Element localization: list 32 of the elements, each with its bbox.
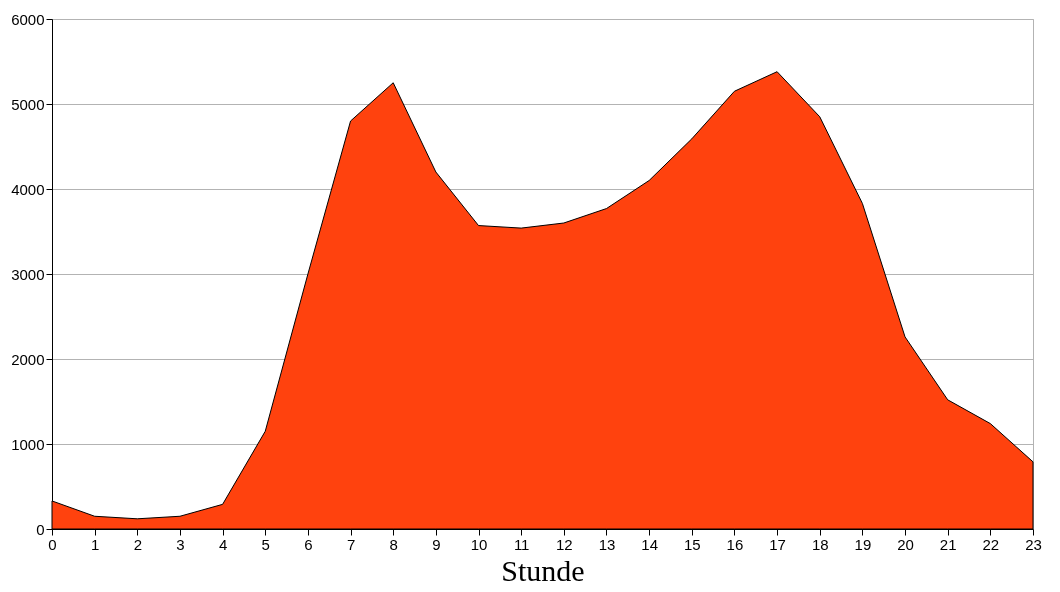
x-tick-label: 2 bbox=[133, 535, 142, 553]
x-tick-label: 22 bbox=[982, 535, 1000, 553]
y-tick-label: 2000 bbox=[11, 350, 45, 368]
x-tick-label: 16 bbox=[726, 535, 744, 553]
x-tick-label: 10 bbox=[470, 535, 488, 553]
x-tick-label: 4 bbox=[218, 535, 228, 553]
y-tick-label: 3000 bbox=[11, 265, 45, 283]
x-tick-label: 14 bbox=[641, 535, 658, 553]
x-tick-label: 9 bbox=[432, 535, 441, 553]
x-tick-label: 6 bbox=[304, 535, 313, 553]
x-tick-label: 18 bbox=[811, 535, 829, 553]
x-tick-label: 13 bbox=[598, 535, 616, 553]
x-tick-label: 8 bbox=[389, 535, 398, 553]
x-axis-title: Stunde bbox=[501, 553, 585, 587]
x-tick-label: 1 bbox=[90, 535, 100, 553]
y-tick-label: 1000 bbox=[11, 435, 45, 453]
x-tick-label: 11 bbox=[513, 535, 530, 553]
x-tick-label: 7 bbox=[346, 535, 356, 553]
x-tick-label: 0 bbox=[48, 535, 57, 553]
x-tick-label: 19 bbox=[854, 535, 872, 553]
x-tick-label: 5 bbox=[261, 535, 270, 553]
x-tick-label: 20 bbox=[897, 535, 914, 553]
x-tick-label: 15 bbox=[683, 535, 701, 553]
x-tick-label: 3 bbox=[176, 535, 185, 553]
y-tick-label: 6000 bbox=[11, 10, 45, 28]
x-tick-label: 17 bbox=[769, 535, 786, 553]
x-tick-label: 21 bbox=[939, 535, 957, 553]
y-tick-label: 5000 bbox=[11, 95, 45, 113]
x-tick-label: 23 bbox=[1025, 535, 1042, 553]
y-tick-label: 4000 bbox=[11, 180, 45, 198]
y-tick-label: 0 bbox=[36, 520, 45, 538]
x-tick-label: 12 bbox=[555, 535, 573, 553]
